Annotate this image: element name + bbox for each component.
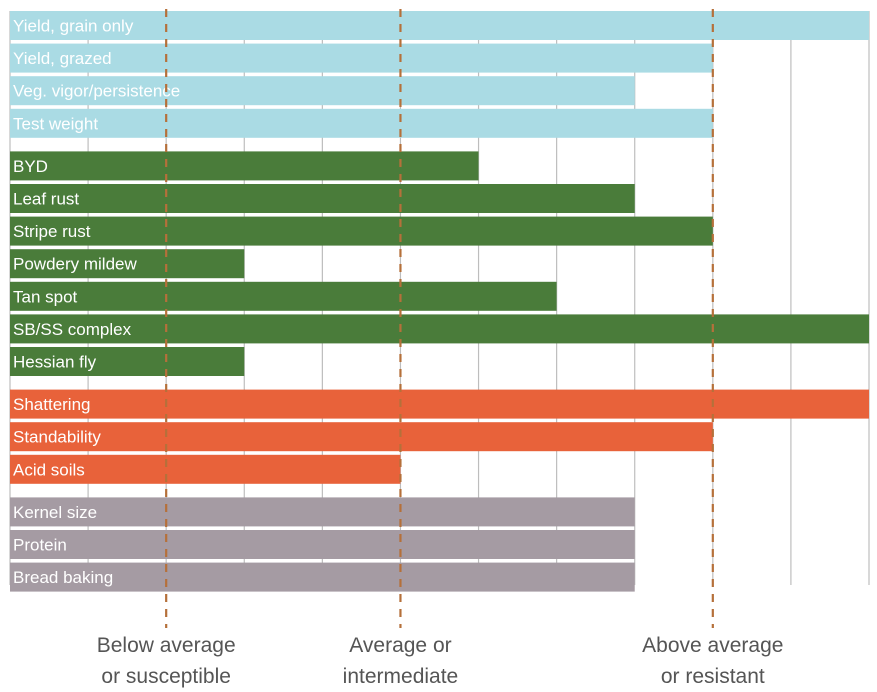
reference-label-line1: Above average — [642, 634, 783, 657]
bar-label: Tan spot — [13, 287, 78, 306]
bar — [10, 454, 401, 484]
bar-label: Kernel size — [13, 503, 97, 522]
reference-label-line1: Average or — [349, 634, 451, 657]
bar-label: Powdery mildew — [13, 255, 137, 274]
bar-label: Test weight — [13, 114, 98, 133]
reference-label-line1: Below average — [97, 634, 236, 657]
bar-label: Shattering — [13, 395, 91, 414]
bar-label: Acid soils — [13, 460, 85, 479]
bar — [10, 76, 635, 106]
reference-label-line2: intermediate — [343, 665, 459, 688]
bar — [10, 43, 713, 73]
bar — [10, 562, 635, 592]
bar — [10, 151, 479, 181]
bar — [10, 530, 635, 559]
bar-label: BYD — [13, 157, 48, 176]
bar-label: Veg. vigor/persistence — [13, 82, 180, 101]
bar — [10, 184, 635, 213]
bar-label: Stripe rust — [13, 222, 91, 241]
bar-label: Yield, grain only — [13, 17, 134, 36]
reference-lines — [165, 9, 714, 628]
bar — [10, 11, 869, 40]
bar-label: Protein — [13, 536, 67, 555]
bar-label: Bread baking — [13, 568, 113, 587]
reference-label-line2: or susceptible — [101, 665, 231, 688]
bar — [10, 314, 869, 344]
bar-label: Yield, grazed — [13, 49, 112, 68]
bar — [10, 497, 635, 527]
bar — [10, 216, 713, 246]
bar-label: SB/SS complex — [13, 320, 132, 339]
bar — [10, 249, 245, 279]
bar — [10, 347, 245, 376]
bar — [10, 281, 557, 311]
reference-label-line2: or resistant — [661, 665, 765, 688]
axis-labels: Below average or susceptible Average or int… — [97, 634, 784, 688]
bar-label: Hessian fly — [13, 353, 97, 372]
bar — [10, 422, 713, 452]
bar — [10, 108, 713, 138]
bar-label: Leaf rust — [13, 190, 79, 209]
bar-label: Standability — [13, 428, 101, 447]
bar — [10, 389, 869, 419]
bars: Yield, grain only Yield, grazed Veg. vigor… — [10, 11, 869, 592]
